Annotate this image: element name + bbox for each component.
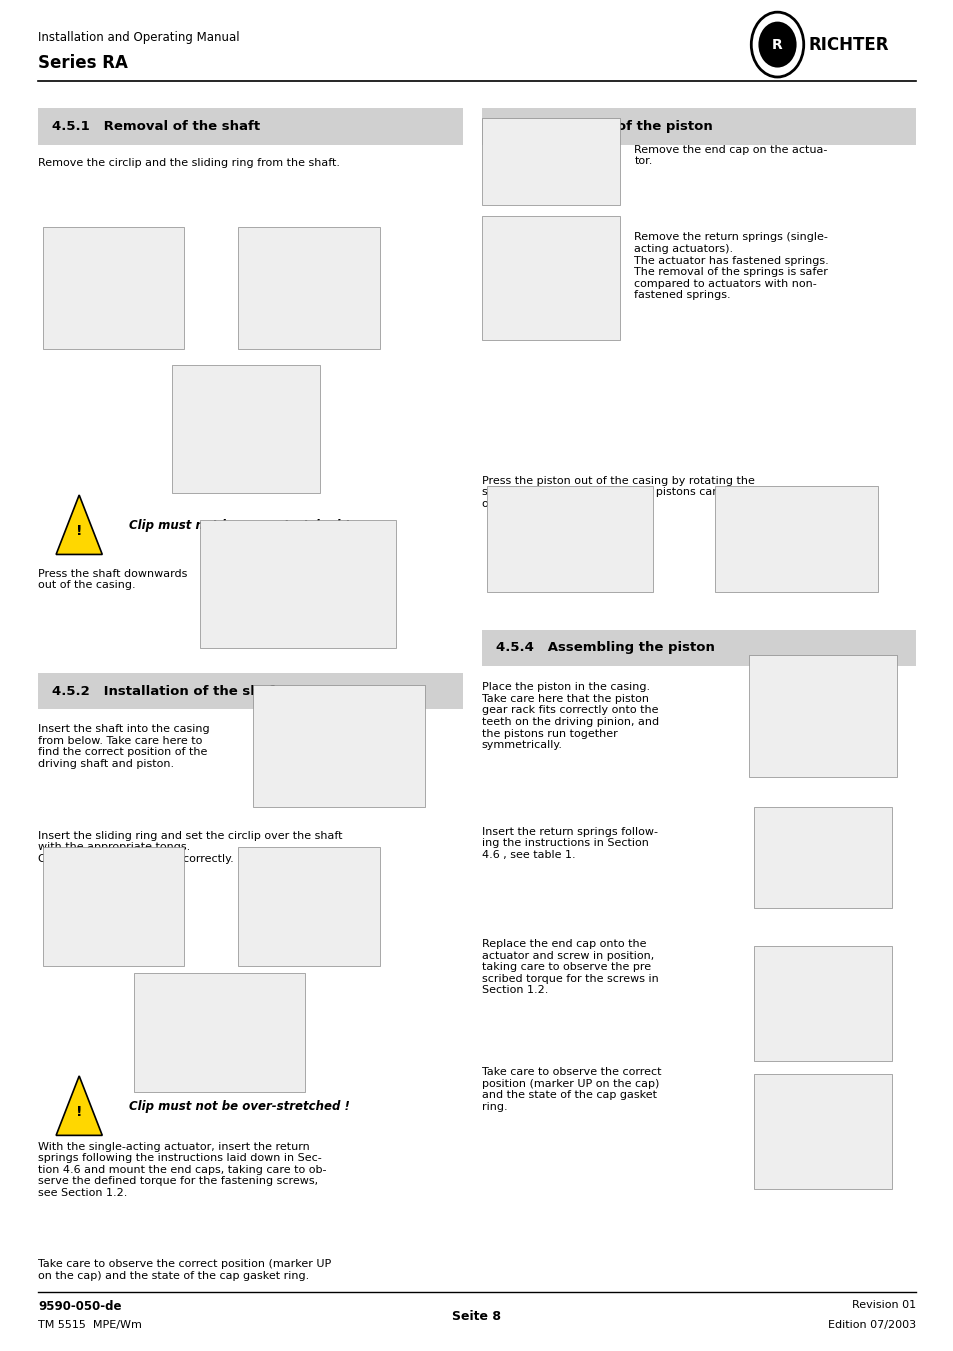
Text: !: ! [76,1105,82,1119]
Polygon shape [56,494,102,554]
Text: With the single-acting actuator, insert the return
springs following the instruc: With the single-acting actuator, insert … [38,1142,326,1198]
FancyBboxPatch shape [481,108,915,145]
FancyBboxPatch shape [481,216,619,340]
Text: Insert the shaft into the casing
from below. Take care here to
find the correct : Insert the shaft into the casing from be… [38,724,210,769]
Text: R: R [771,38,782,51]
Text: 9590-050-de: 9590-050-de [38,1300,122,1313]
Text: Take care to observe the correct position (marker UP
on the cap) and the state o: Take care to observe the correct positio… [38,1259,331,1281]
Text: TM 5515  MPE/Wm: TM 5515 MPE/Wm [38,1320,142,1329]
FancyBboxPatch shape [38,673,462,709]
Text: Installation and Operating Manual: Installation and Operating Manual [38,31,239,45]
Ellipse shape [750,12,802,77]
FancyBboxPatch shape [43,847,184,966]
Text: Insert the sliding ring and set the circlip over the shaft
with the appropriate : Insert the sliding ring and set the circ… [38,831,342,865]
FancyBboxPatch shape [200,520,395,648]
Text: 4.5.2   Installation of the shaft: 4.5.2 Installation of the shaft [52,685,281,697]
FancyBboxPatch shape [238,847,379,966]
FancyBboxPatch shape [486,486,653,592]
FancyBboxPatch shape [753,946,891,1061]
Ellipse shape [758,22,796,68]
Text: Clip must not be over-stretched !: Clip must not be over-stretched ! [129,519,350,532]
Text: RICHTER: RICHTER [808,35,888,54]
FancyBboxPatch shape [133,973,305,1092]
Text: Remove the end cap on the actua-
tor.: Remove the end cap on the actua- tor. [634,145,827,166]
Text: Place the piston in the casing.
Take care here that the piston
gear rack fits co: Place the piston in the casing. Take car… [481,682,659,750]
Text: !: ! [76,524,82,538]
Text: Seite 8: Seite 8 [452,1310,501,1324]
Text: Insert the return springs follow-
ing the instructions in Section
4.6 , see tabl: Insert the return springs follow- ing th… [481,827,657,861]
Text: 4.5.4   Assembling the piston: 4.5.4 Assembling the piston [496,642,714,654]
Text: Remove the return springs (single-
acting actuators).
The actuator has fastened : Remove the return springs (single- actin… [634,232,828,300]
FancyBboxPatch shape [38,108,462,145]
FancyBboxPatch shape [253,685,424,807]
FancyBboxPatch shape [172,365,319,493]
Text: Clip must not be over-stretched !: Clip must not be over-stretched ! [129,1100,350,1113]
Text: 4.5.3   Removal of the piston: 4.5.3 Removal of the piston [496,120,712,132]
Text: Replace the end cap onto the
actuator and screw in position,
taking care to obse: Replace the end cap onto the actuator an… [481,939,658,996]
Text: Press the shaft downwards
out of the casing.: Press the shaft downwards out of the cas… [38,569,188,590]
Text: Take care to observe the correct
position (marker UP on the cap)
and the state o: Take care to observe the correct positio… [481,1067,660,1112]
FancyBboxPatch shape [43,227,184,349]
FancyBboxPatch shape [748,655,896,777]
Text: Series RA: Series RA [38,54,128,72]
FancyBboxPatch shape [481,630,915,666]
Text: Revision 01: Revision 01 [851,1300,915,1309]
FancyBboxPatch shape [753,1074,891,1189]
Polygon shape [56,1075,102,1135]
FancyBboxPatch shape [753,807,891,908]
Text: Press the piston out of the casing by rotating the
shaft (use a suitable tool). : Press the piston out of the casing by ro… [481,476,774,509]
FancyBboxPatch shape [481,118,619,205]
FancyBboxPatch shape [238,227,379,349]
Text: Edition 07/2003: Edition 07/2003 [827,1320,915,1329]
FancyBboxPatch shape [715,486,877,592]
Text: Remove the circlip and the sliding ring from the shaft.: Remove the circlip and the sliding ring … [38,158,340,168]
Text: 4.5.1   Removal of the shaft: 4.5.1 Removal of the shaft [52,120,260,132]
